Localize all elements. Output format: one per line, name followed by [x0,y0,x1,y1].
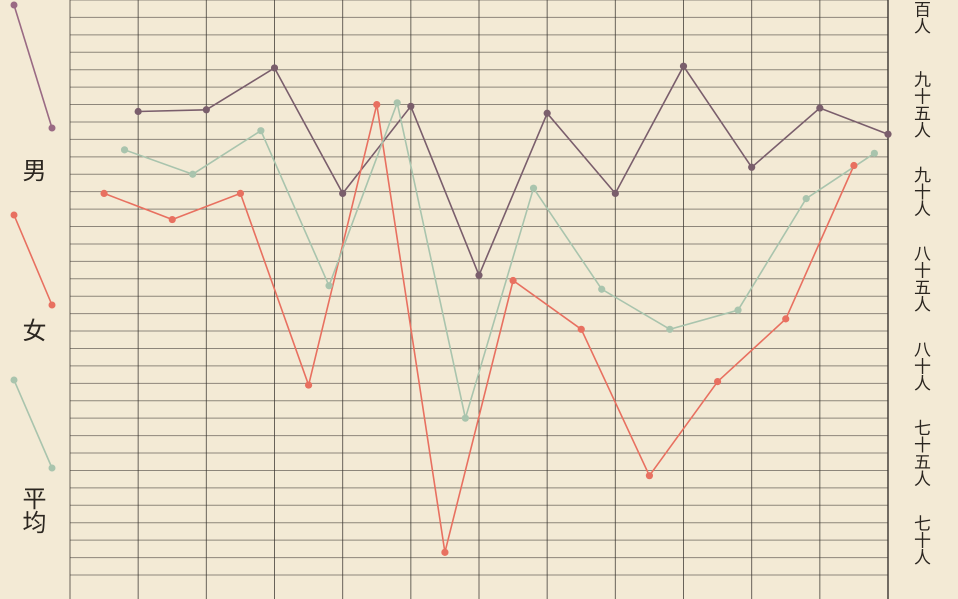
data-point [325,282,333,290]
data-point [598,285,606,293]
series-line [103,104,855,553]
data-point [475,271,483,279]
legend-label: 平均 [18,486,46,534]
legend-label: 女 [18,318,46,342]
y-tick-label: 七十五人 [910,419,931,487]
data-point [734,306,742,314]
data-point [870,149,878,157]
data-point [782,315,790,323]
data-point [236,189,245,198]
data-point [645,472,654,480]
data-point [802,195,810,203]
data-point [100,189,108,198]
data-point [816,104,824,112]
legend-swatch-dot [48,124,56,132]
y-tick-label: 七十人 [910,515,931,566]
data-point [884,130,892,138]
data-point [257,127,265,135]
legend-swatch-dot [10,376,18,384]
data-point [270,64,279,72]
data-point [202,106,210,114]
y-tick-label: 八十人 [910,340,931,391]
y-tick-label: 百人 [910,0,931,34]
data-point [441,548,449,556]
legend-swatch-dot [10,1,18,9]
data-point [120,146,129,154]
legend-swatch-dot [48,464,56,472]
data-point [373,100,381,109]
grid [69,0,889,599]
series-lines [103,64,889,553]
y-tick-label: 八十五人 [910,245,931,313]
data-point [713,377,722,386]
y-tick-label: 九十五人 [910,71,931,139]
data-point [679,62,688,70]
series-line [138,64,889,278]
legend-swatch [13,379,53,469]
data-point [461,414,469,422]
y-tick-label: 九十人 [910,166,931,217]
data-point [134,107,142,116]
legend-label: 男 [18,158,46,182]
data-point [666,325,674,333]
legend-swatch-dot [10,211,18,219]
series-points [100,62,892,556]
series-line [124,99,875,419]
data-point [529,184,538,192]
data-point [304,381,313,389]
data-point [407,102,415,110]
legend-swatch-dot [48,301,56,309]
data-point [543,109,551,117]
data-point [189,170,197,178]
data-point [850,161,858,170]
legend-swatch [13,4,53,129]
data-point [577,325,585,333]
data-point [393,99,401,107]
data-point [611,189,619,198]
data-point [339,189,347,198]
data-point [509,276,517,285]
data-point [168,215,176,224]
data-point [748,163,756,171]
legend-swatch [13,214,53,306]
